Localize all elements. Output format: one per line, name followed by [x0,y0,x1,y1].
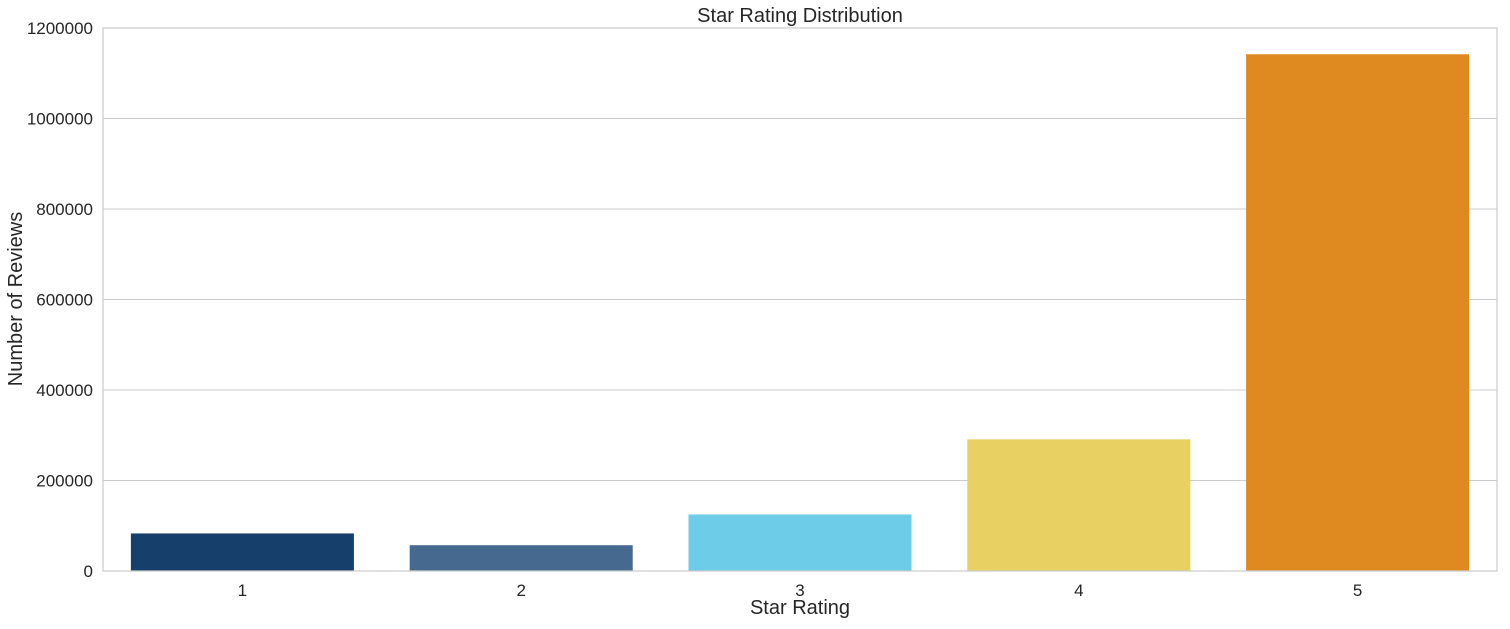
bar-rating-4 [967,439,1191,571]
plot-area-border [102,27,1498,572]
y-tick-label: 1200000 [27,19,93,38]
bar-rating-3 [688,514,912,571]
x-axis-ticks: 1 2 3 4 5 [238,581,1363,600]
x-tick-label: 1 [238,581,247,600]
y-axis-ticks: 0 200000 400000 600000 800000 1000000 1200000 [27,19,93,581]
y-axis-title: Number of Reviews [5,212,27,387]
chart-title: Star Rating Distribution [697,5,903,27]
y-tick-label: 600000 [36,291,93,310]
y-tick-label: 800000 [36,200,93,219]
x-tick-label: 4 [1074,581,1083,600]
x-tick-label: 3 [795,581,804,600]
y-tick-label: 1000000 [27,110,93,129]
x-tick-label: 2 [516,581,525,600]
bar-rating-1 [130,533,354,571]
x-axis-title: Star Rating [750,597,850,619]
x-tick-label: 5 [1353,581,1362,600]
y-tick-label: 400000 [36,381,93,400]
y-tick-label: 200000 [36,472,93,491]
bar-rating-2 [409,545,633,571]
bars [130,54,1470,572]
bar-rating-5 [1246,54,1470,572]
y-tick-label: 0 [84,562,93,581]
